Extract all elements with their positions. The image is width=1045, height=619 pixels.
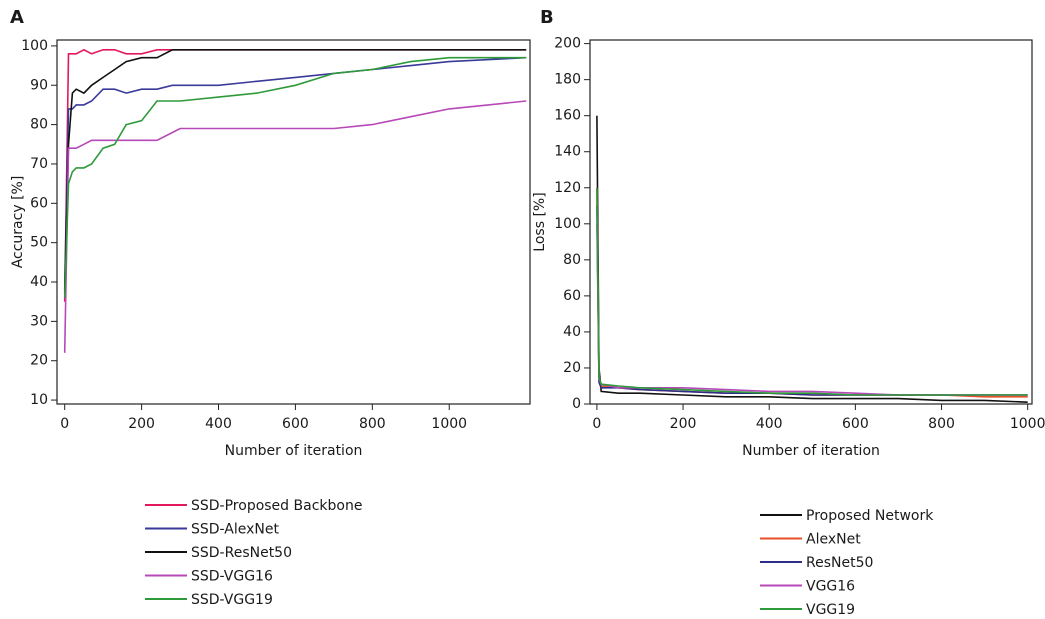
y-tick-label: 50: [30, 235, 48, 251]
x-axis-label: Number of iteration: [225, 443, 363, 459]
y-tick-label: 200: [554, 36, 581, 52]
x-tick-label: 200: [128, 416, 155, 432]
x-tick-label: 400: [756, 416, 783, 432]
y-tick-label: 20: [30, 353, 48, 369]
y-tick-label: 140: [554, 144, 581, 160]
y-tick-label: 40: [563, 324, 581, 340]
data-line: [596, 223, 1028, 396]
y-tick-label: 100: [554, 216, 581, 232]
x-tick-label: 0: [592, 416, 601, 432]
x-tick-label: 1000: [431, 416, 467, 432]
legend-label: Proposed Network: [806, 508, 934, 524]
x-tick-label: 400: [205, 416, 232, 432]
data-line: [596, 115, 1028, 403]
data-line: [63, 48, 527, 294]
legend-label: SSD-VGG16: [191, 569, 273, 585]
data-line: [63, 56, 527, 290]
x-tick-label: 600: [282, 416, 309, 432]
x-tick-label: 800: [359, 416, 386, 432]
x-tick-label: 800: [928, 416, 955, 432]
y-tick-label: 70: [30, 156, 48, 172]
data-line: [596, 187, 1028, 398]
y-tick-label: 90: [30, 77, 48, 93]
y-axis-label: Accuracy [%]: [10, 176, 26, 269]
y-tick-label: 0: [572, 396, 581, 412]
legend-label: SSD-VGG19: [191, 592, 273, 608]
x-tick-label: 0: [60, 416, 69, 432]
data-line: [596, 187, 1028, 396]
y-tick-label: 20: [563, 360, 581, 376]
x-axis-label: Number of iteration: [742, 443, 880, 459]
y-tick-label: 60: [30, 195, 48, 211]
x-tick-label: 600: [842, 416, 869, 432]
y-tick-label: 40: [30, 274, 48, 290]
plot-frame: [56, 39, 531, 405]
y-tick-label: 120: [554, 180, 581, 196]
y-tick-label: 180: [554, 72, 581, 88]
x-tick-label: 1000: [1010, 416, 1045, 432]
x-tick-label: 200: [670, 416, 697, 432]
y-axis-label: Loss [%]: [532, 192, 548, 251]
y-tick-label: 100: [21, 38, 48, 54]
y-tick-label: 10: [30, 392, 48, 408]
legend-label: VGG19: [806, 602, 855, 618]
y-tick-label: 160: [554, 108, 581, 124]
data-line: [63, 100, 527, 353]
plot-frame: [589, 39, 1033, 405]
panel-label: A: [10, 7, 24, 28]
data-line: [63, 56, 527, 298]
legend-label: SSD-ResNet50: [191, 545, 292, 561]
legend-label: SSD-Proposed Backbone: [191, 498, 362, 514]
y-tick-label: 30: [30, 313, 48, 329]
legend-label: SSD-AlexNet: [191, 522, 280, 538]
legend-label: ResNet50: [806, 555, 873, 571]
panel-label: B: [540, 7, 554, 28]
data-line: [596, 205, 1028, 396]
y-tick-label: 80: [563, 252, 581, 268]
data-line: [63, 48, 527, 302]
y-tick-label: 60: [563, 288, 581, 304]
legend-label: AlexNet: [806, 532, 861, 548]
legend-label: VGG16: [806, 579, 855, 595]
y-tick-label: 80: [30, 117, 48, 133]
